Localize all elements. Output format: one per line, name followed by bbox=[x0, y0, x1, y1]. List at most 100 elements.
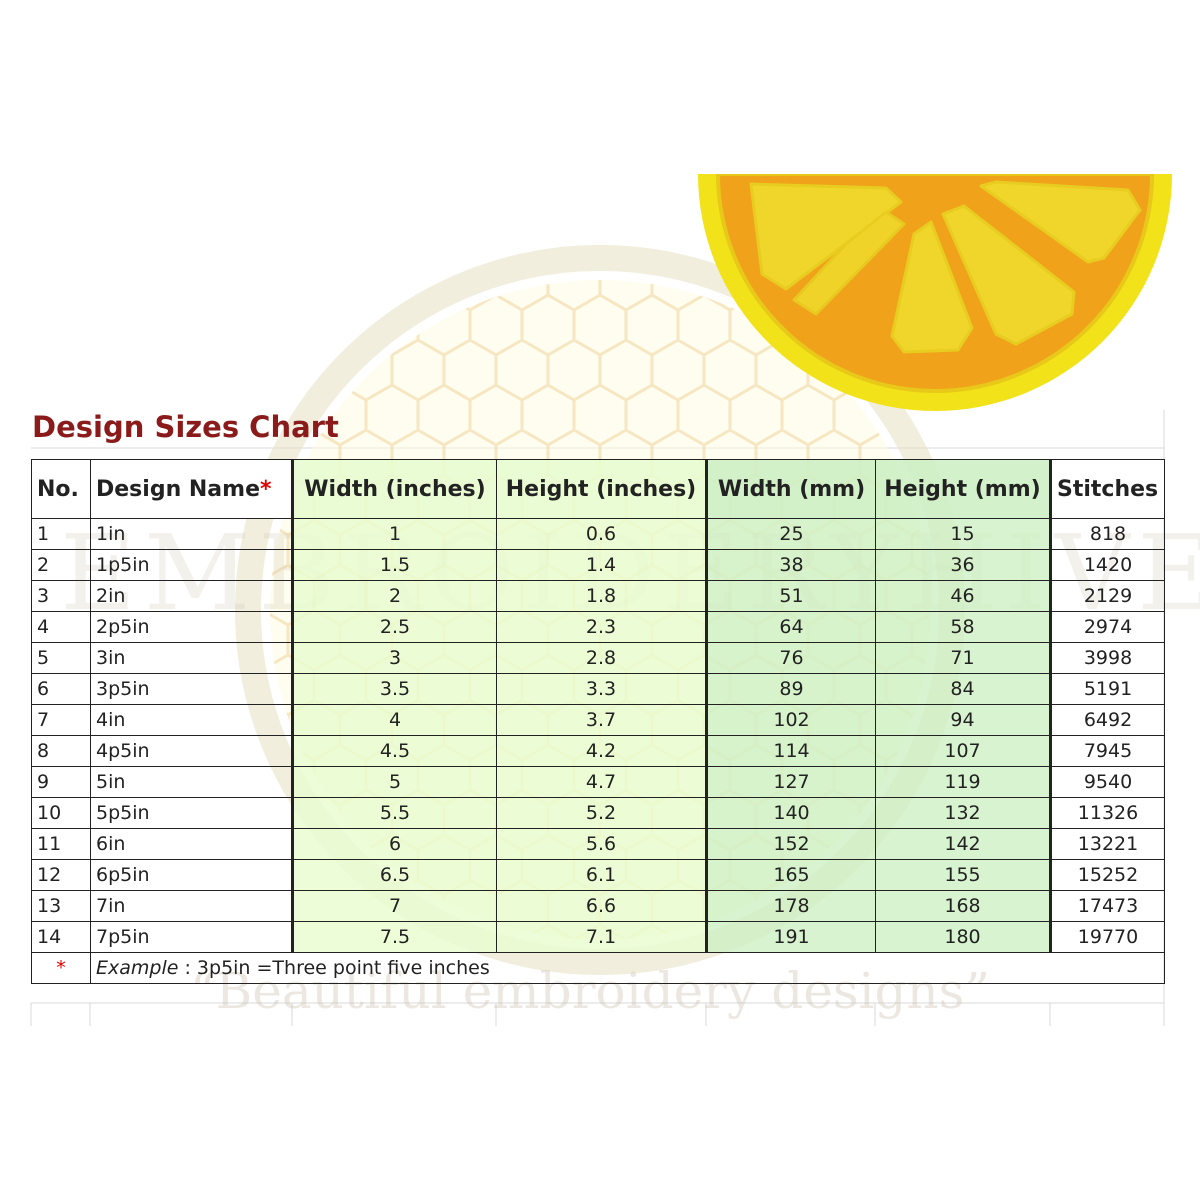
table-row: 2 1p5in 1.5 1.4 38 36 1420 bbox=[31, 549, 1165, 581]
cell-width-inches: 3.5 bbox=[291, 673, 497, 705]
note-asterisk: * bbox=[31, 952, 91, 984]
cell-no: 2 bbox=[31, 549, 91, 581]
cell-stitches: 2129 bbox=[1049, 580, 1165, 612]
cell-design-name: 5p5in bbox=[90, 797, 293, 829]
cell-design-name: 3p5in bbox=[90, 673, 293, 705]
required-asterisk: * bbox=[260, 476, 272, 502]
table-row: 12 6p5in 6.5 6.1 165 155 15252 bbox=[31, 859, 1165, 891]
cell-height-inches: 0.6 bbox=[496, 518, 707, 550]
cell-stitches: 2974 bbox=[1049, 611, 1165, 643]
cell-width-inches: 3 bbox=[291, 642, 497, 674]
cell-height-mm: 119 bbox=[875, 766, 1051, 798]
cell-stitches: 17473 bbox=[1049, 890, 1165, 922]
cell-width-inches: 7.5 bbox=[291, 921, 497, 953]
chart-title: Design Sizes Chart bbox=[32, 410, 339, 444]
cell-design-name: 2in bbox=[90, 580, 293, 612]
cell-width-mm: 191 bbox=[705, 921, 876, 953]
cell-height-mm: 142 bbox=[875, 828, 1051, 860]
cell-width-inches: 2 bbox=[291, 580, 497, 612]
cell-height-mm: 94 bbox=[875, 704, 1051, 736]
cell-no: 10 bbox=[31, 797, 91, 829]
cell-no: 8 bbox=[31, 735, 91, 767]
cell-stitches: 818 bbox=[1049, 518, 1165, 550]
cell-no: 6 bbox=[31, 673, 91, 705]
cell-design-name: 7p5in bbox=[90, 921, 293, 953]
table-row: 7 4in 4 3.7 102 94 6492 bbox=[31, 704, 1165, 736]
cell-height-mm: 180 bbox=[875, 921, 1051, 953]
cell-height-inches: 1.4 bbox=[496, 549, 707, 581]
cell-height-inches: 2.3 bbox=[496, 611, 707, 643]
cell-design-name: 1in bbox=[90, 518, 293, 550]
table-row: 6 3p5in 3.5 3.3 89 84 5191 bbox=[31, 673, 1165, 705]
cell-height-inches: 1.8 bbox=[496, 580, 707, 612]
cell-height-mm: 36 bbox=[875, 549, 1051, 581]
cell-width-inches: 4 bbox=[291, 704, 497, 736]
table-row: 8 4p5in 4.5 4.2 114 107 7945 bbox=[31, 735, 1165, 767]
cell-height-inches: 6.1 bbox=[496, 859, 707, 891]
table-row: 10 5p5in 5.5 5.2 140 132 11326 bbox=[31, 797, 1165, 829]
cell-stitches: 7945 bbox=[1049, 735, 1165, 767]
cell-design-name: 5in bbox=[90, 766, 293, 798]
table-row: 1 1in 1 0.6 25 15 818 bbox=[31, 518, 1165, 550]
cell-no: 1 bbox=[31, 518, 91, 550]
cell-no: 11 bbox=[31, 828, 91, 860]
table-row: 11 6in 6 5.6 152 142 13221 bbox=[31, 828, 1165, 860]
header-width-mm: Width (mm) bbox=[705, 459, 876, 519]
cell-height-inches: 5.2 bbox=[496, 797, 707, 829]
cell-no: 3 bbox=[31, 580, 91, 612]
note-text: Example : 3p5in =Three point five inches bbox=[90, 952, 1165, 984]
cell-height-inches: 5.6 bbox=[496, 828, 707, 860]
cell-width-mm: 102 bbox=[705, 704, 876, 736]
cell-width-inches: 5.5 bbox=[291, 797, 497, 829]
cell-design-name: 4p5in bbox=[90, 735, 293, 767]
cell-height-mm: 168 bbox=[875, 890, 1051, 922]
cell-width-mm: 51 bbox=[705, 580, 876, 612]
note-label: Example bbox=[96, 957, 179, 979]
cell-no: 4 bbox=[31, 611, 91, 643]
table-row: 3 2in 2 1.8 51 46 2129 bbox=[31, 580, 1165, 612]
cell-height-inches: 4.2 bbox=[496, 735, 707, 767]
cell-height-mm: 71 bbox=[875, 642, 1051, 674]
cell-width-mm: 152 bbox=[705, 828, 876, 860]
note-body: : 3p5in =Three point five inches bbox=[178, 957, 490, 979]
cell-width-mm: 89 bbox=[705, 673, 876, 705]
cell-height-mm: 46 bbox=[875, 580, 1051, 612]
cell-height-inches: 6.6 bbox=[496, 890, 707, 922]
cell-no: 5 bbox=[31, 642, 91, 674]
cell-no: 14 bbox=[31, 921, 91, 953]
cell-width-inches: 7 bbox=[291, 890, 497, 922]
cell-width-mm: 76 bbox=[705, 642, 876, 674]
design-sizes-table: No. Design Name* Width (inches) Height (… bbox=[31, 459, 1165, 984]
cell-design-name: 6p5in bbox=[90, 859, 293, 891]
cell-width-mm: 38 bbox=[705, 549, 876, 581]
cell-design-name: 2p5in bbox=[90, 611, 293, 643]
cell-no: 7 bbox=[31, 704, 91, 736]
cell-stitches: 3998 bbox=[1049, 642, 1165, 674]
cell-width-mm: 64 bbox=[705, 611, 876, 643]
cell-width-mm: 114 bbox=[705, 735, 876, 767]
header-height-inches: Height (inches) bbox=[496, 459, 707, 519]
table-row: 14 7p5in 7.5 7.1 191 180 19770 bbox=[31, 921, 1165, 953]
cell-design-name: 1p5in bbox=[90, 549, 293, 581]
cell-height-inches: 3.7 bbox=[496, 704, 707, 736]
cell-height-mm: 155 bbox=[875, 859, 1051, 891]
cell-width-mm: 25 bbox=[705, 518, 876, 550]
cell-stitches: 19770 bbox=[1049, 921, 1165, 953]
table-row: 4 2p5in 2.5 2.3 64 58 2974 bbox=[31, 611, 1165, 643]
cell-no: 12 bbox=[31, 859, 91, 891]
cell-width-inches: 6 bbox=[291, 828, 497, 860]
note-row: * Example : 3p5in =Three point five inch… bbox=[31, 952, 1165, 984]
table-row: 13 7in 7 6.6 178 168 17473 bbox=[31, 890, 1165, 922]
cell-design-name: 3in bbox=[90, 642, 293, 674]
cell-stitches: 9540 bbox=[1049, 766, 1165, 798]
header-row: No. Design Name* Width (inches) Height (… bbox=[31, 459, 1165, 519]
cell-width-mm: 140 bbox=[705, 797, 876, 829]
cell-height-mm: 15 bbox=[875, 518, 1051, 550]
cell-no: 9 bbox=[31, 766, 91, 798]
cell-width-mm: 127 bbox=[705, 766, 876, 798]
cell-stitches: 5191 bbox=[1049, 673, 1165, 705]
table-row: 5 3in 3 2.8 76 71 3998 bbox=[31, 642, 1165, 674]
cell-height-mm: 58 bbox=[875, 611, 1051, 643]
cell-height-inches: 3.3 bbox=[496, 673, 707, 705]
